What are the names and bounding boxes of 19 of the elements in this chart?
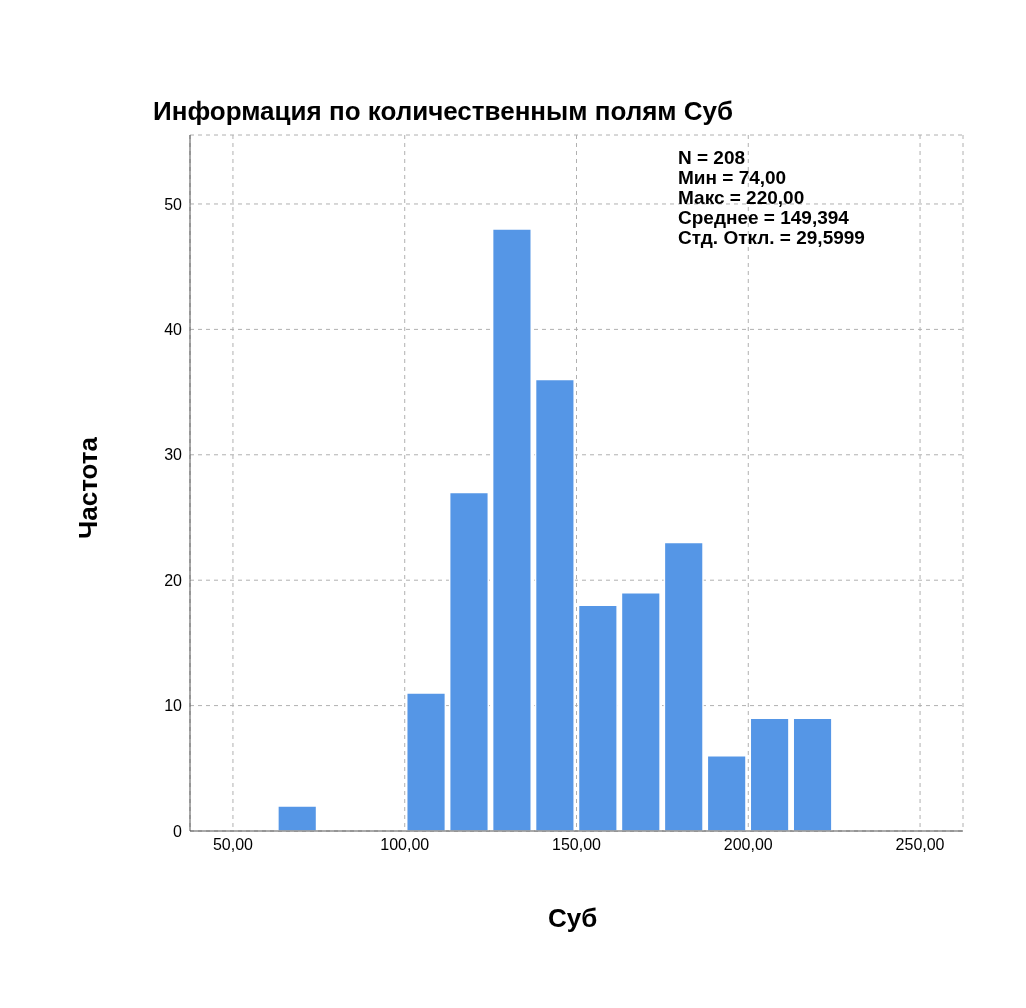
x-tick-label: 200,00 xyxy=(723,836,773,854)
x-tick-label: 250,00 xyxy=(895,836,945,854)
x-tick-label: 100,00 xyxy=(380,836,430,854)
annotation: Стд. Откл. = 29,5999 xyxy=(678,227,865,248)
annotation: N = 208 xyxy=(678,147,747,168)
y-tick-label: 10 xyxy=(164,697,183,715)
x-axis-title: Суб xyxy=(548,903,598,934)
x-tick-label: 150,00 xyxy=(552,836,602,854)
x-tick-label: 50,00 xyxy=(212,836,254,854)
annotation: Макс = 220,00 xyxy=(678,187,806,208)
y-tick-label: 20 xyxy=(164,571,183,589)
annotation: Мин = 74,00 xyxy=(678,167,788,188)
chart-title: Информация по количественным полям Суб xyxy=(153,96,734,127)
annotation: Среднее = 149,394 xyxy=(678,207,850,228)
y-axis-title: Частота xyxy=(72,436,104,540)
y-tick-label: 0 xyxy=(173,822,183,840)
y-tick-label: 30 xyxy=(164,446,183,464)
y-tick-label: 40 xyxy=(164,321,183,339)
y-tick-label: 50 xyxy=(164,195,183,213)
